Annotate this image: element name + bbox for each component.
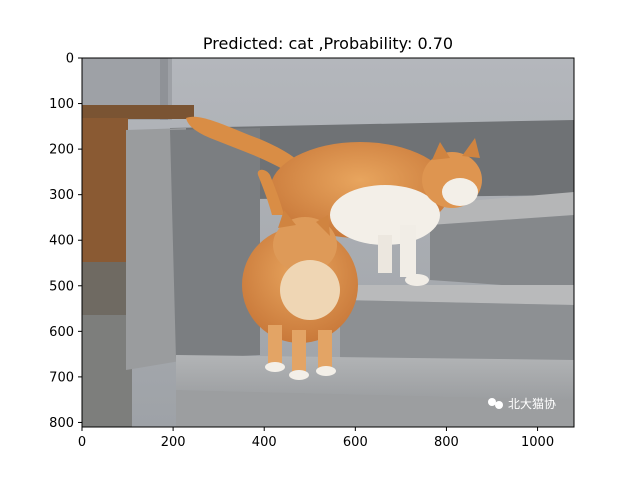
axes-frame <box>81 57 575 428</box>
x-tick-label: 200 <box>161 435 186 450</box>
y-tick-label: 800 <box>49 416 74 431</box>
x-tick-label: 600 <box>343 435 368 450</box>
y-tick-label: 400 <box>49 234 74 249</box>
watermark: 北大猫协 <box>488 396 556 411</box>
y-tick-label: 0 <box>66 52 74 67</box>
photo-image: 北大猫协 <box>82 58 574 427</box>
y-tick-label: 100 <box>49 97 74 112</box>
y-tick-label: 500 <box>49 279 74 294</box>
watermark-text: 北大猫协 <box>508 396 556 411</box>
x-tick-label: 1000 <box>521 435 554 450</box>
x-tick-label: 800 <box>434 435 459 450</box>
y-tick-label: 200 <box>49 143 74 158</box>
x-tick-label: 0 <box>78 435 86 450</box>
x-tick-label: 400 <box>252 435 277 450</box>
y-tick-label: 300 <box>49 188 74 203</box>
y-tick-label: 600 <box>49 325 74 340</box>
chart-title: Predicted: cat ,Probability: 0.70 <box>203 34 453 53</box>
y-tick-label: 700 <box>49 370 74 385</box>
cat-front <box>242 169 358 380</box>
cat-back <box>186 116 482 286</box>
x-axis: 0 200 400 600 800 1000 <box>78 427 554 450</box>
y-axis: 0 100 200 300 400 500 600 700 800 <box>49 52 82 431</box>
